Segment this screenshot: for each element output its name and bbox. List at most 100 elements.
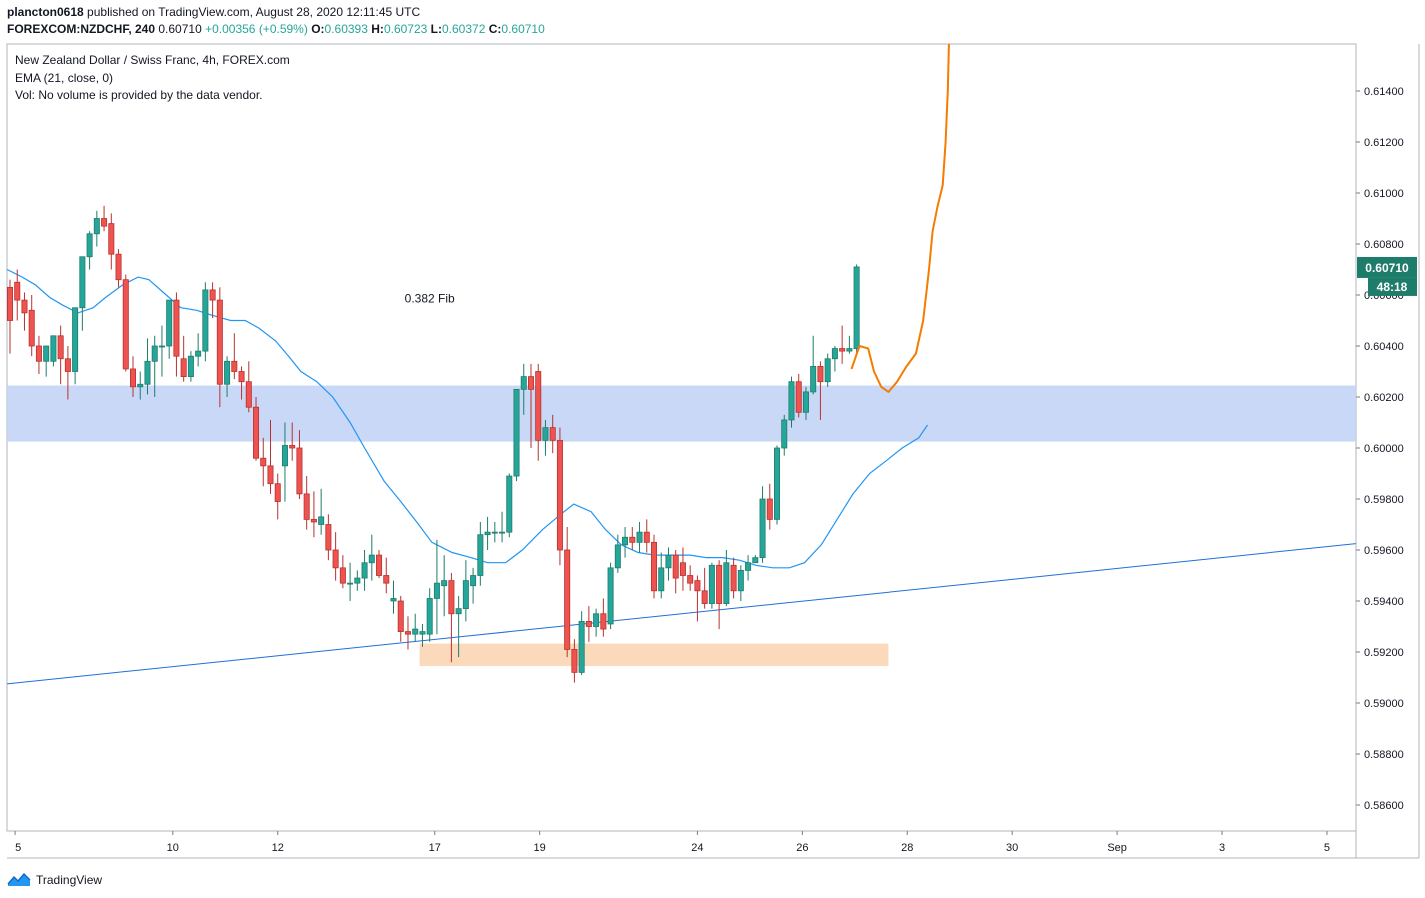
candle[interactable] <box>549 414 556 454</box>
candle[interactable] <box>14 269 21 321</box>
candle[interactable] <box>28 295 35 357</box>
candle[interactable] <box>57 325 64 385</box>
candle[interactable] <box>556 427 563 566</box>
candle[interactable] <box>658 552 665 599</box>
candle[interactable] <box>824 353 831 387</box>
candle[interactable] <box>448 572 455 663</box>
candle[interactable] <box>766 483 773 530</box>
fib-annotation[interactable]: 0.382 Fib <box>405 292 455 306</box>
candle[interactable] <box>303 476 310 530</box>
candle[interactable] <box>535 363 542 461</box>
candle[interactable] <box>86 231 93 270</box>
candle[interactable] <box>810 335 817 395</box>
time-axis[interactable]: 5 10 12 17 19 24 26 28 30 Sep 3 5 <box>14 831 1330 854</box>
candle[interactable] <box>35 335 42 375</box>
candle[interactable] <box>108 213 115 270</box>
candle[interactable] <box>564 527 571 658</box>
candle[interactable] <box>224 356 231 397</box>
tradingview-brand[interactable]: TradingView <box>7 871 102 889</box>
candle[interactable] <box>629 527 636 550</box>
candle[interactable] <box>433 539 440 635</box>
candle[interactable] <box>759 486 766 563</box>
candle[interactable] <box>737 565 744 601</box>
candle[interactable] <box>527 363 534 448</box>
candle[interactable] <box>651 534 658 599</box>
candle[interactable] <box>701 567 708 609</box>
candle[interactable] <box>622 527 629 558</box>
candle[interactable] <box>853 264 860 354</box>
candle[interactable] <box>209 282 216 318</box>
candle[interactable] <box>831 346 838 372</box>
support-zone[interactable] <box>419 643 889 667</box>
candle[interactable] <box>144 338 151 395</box>
candle[interactable] <box>101 205 108 232</box>
candle[interactable] <box>636 521 643 553</box>
candle[interactable] <box>166 299 173 359</box>
candle[interactable] <box>383 557 390 594</box>
candle[interactable] <box>462 560 469 622</box>
candle[interactable] <box>441 555 448 617</box>
candle[interactable] <box>795 374 802 418</box>
candle[interactable] <box>817 361 824 420</box>
candle[interactable] <box>7 279 13 354</box>
candle[interactable] <box>180 335 187 382</box>
candle[interactable] <box>745 555 752 581</box>
candle[interactable] <box>404 616 411 650</box>
candle[interactable] <box>788 376 795 428</box>
candle[interactable] <box>267 419 274 494</box>
candle[interactable] <box>802 386 809 420</box>
candle[interactable] <box>79 256 86 331</box>
candle[interactable] <box>506 473 513 538</box>
candle[interactable] <box>665 547 672 581</box>
candle[interactable] <box>122 274 129 372</box>
candle[interactable] <box>607 562 614 630</box>
candle[interactable] <box>50 335 57 367</box>
candle[interactable] <box>72 307 79 385</box>
candle[interactable] <box>716 560 723 630</box>
candle[interactable] <box>151 335 158 397</box>
candle[interactable] <box>347 562 354 601</box>
candle[interactable] <box>310 491 317 538</box>
candle[interactable] <box>723 550 730 607</box>
candle[interactable] <box>600 598 607 637</box>
candle[interactable] <box>332 532 339 581</box>
candle[interactable] <box>64 346 71 400</box>
candle[interactable] <box>43 345 50 377</box>
candle[interactable] <box>426 588 433 642</box>
candle[interactable] <box>361 550 368 591</box>
candle[interactable] <box>368 534 375 581</box>
candle[interactable] <box>752 555 759 564</box>
candle[interactable] <box>281 422 288 502</box>
candle[interactable] <box>354 570 361 591</box>
projection-path[interactable] <box>850 32 950 393</box>
candle[interactable] <box>158 325 165 377</box>
candle[interactable] <box>781 414 788 456</box>
candle[interactable] <box>274 473 281 520</box>
candle[interactable] <box>593 608 600 637</box>
candle[interactable] <box>130 356 137 397</box>
candle[interactable] <box>195 333 202 367</box>
candle[interactable] <box>708 562 715 609</box>
candle[interactable] <box>137 371 144 400</box>
candle[interactable] <box>578 611 585 675</box>
candle[interactable] <box>325 514 332 561</box>
candle[interactable] <box>289 422 296 461</box>
candle[interactable] <box>542 419 549 456</box>
candle[interactable] <box>571 639 578 683</box>
price-axis[interactable]: 0.58600 0.58800 0.59000 0.59200 0.59400 0.596… <box>1356 86 1404 812</box>
candle[interactable] <box>614 534 621 573</box>
candle[interactable] <box>774 445 781 525</box>
candle[interactable] <box>694 575 701 622</box>
candle[interactable] <box>339 555 346 589</box>
candle[interactable] <box>470 567 477 604</box>
candle[interactable] <box>419 623 426 647</box>
candle[interactable] <box>520 363 527 415</box>
candle[interactable] <box>839 325 846 364</box>
candle[interactable] <box>216 287 223 408</box>
candle[interactable] <box>846 335 853 354</box>
rising-trendline[interactable] <box>7 543 1356 685</box>
resistance-zone[interactable] <box>7 385 1356 442</box>
candle[interactable] <box>260 437 267 487</box>
candle[interactable] <box>672 550 679 594</box>
